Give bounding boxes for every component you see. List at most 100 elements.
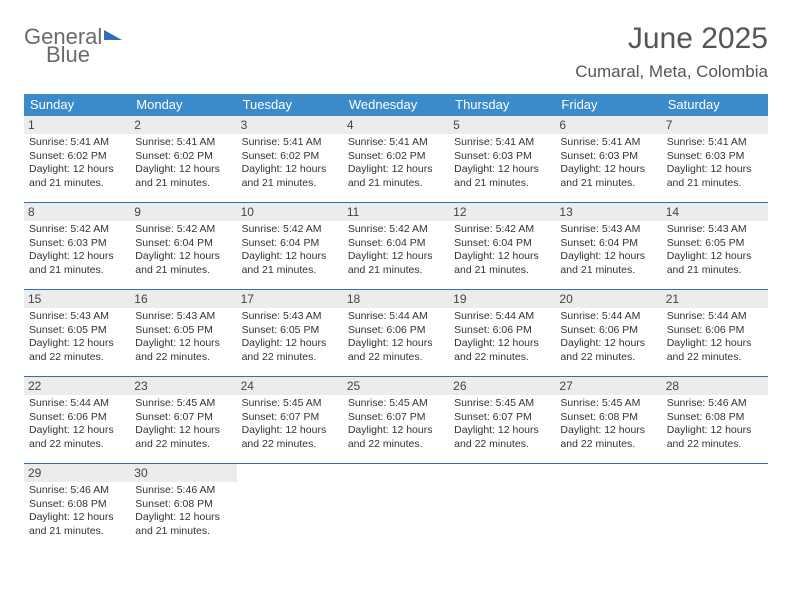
calendar-cell: 7Sunrise: 5:41 AMSunset: 6:03 PMDaylight… <box>662 116 768 202</box>
calendar-cell: 27Sunrise: 5:45 AMSunset: 6:08 PMDayligh… <box>555 377 661 463</box>
calendar-cell-empty <box>343 464 449 550</box>
calendar-cell: 10Sunrise: 5:42 AMSunset: 6:04 PMDayligh… <box>237 203 343 289</box>
day-number: 15 <box>24 290 130 308</box>
calendar-cell: 6Sunrise: 5:41 AMSunset: 6:03 PMDaylight… <box>555 116 661 202</box>
day-number: 20 <box>555 290 661 308</box>
daylight-line: Daylight: 12 hours and 21 minutes. <box>29 511 125 538</box>
weekday-header: Monday <box>130 94 236 116</box>
daylight-line: Daylight: 12 hours and 21 minutes. <box>348 250 444 277</box>
sunrise-line: Sunrise: 5:45 AM <box>242 397 338 411</box>
daylight-line: Daylight: 12 hours and 22 minutes. <box>348 424 444 451</box>
day-number: 12 <box>449 203 555 221</box>
sunset-line: Sunset: 6:02 PM <box>348 150 444 164</box>
sunset-line: Sunset: 6:05 PM <box>135 324 231 338</box>
weekday-header: Friday <box>555 94 661 116</box>
calendar-cell: 21Sunrise: 5:44 AMSunset: 6:06 PMDayligh… <box>662 290 768 376</box>
sunrise-line: Sunrise: 5:46 AM <box>667 397 763 411</box>
sunrise-line: Sunrise: 5:45 AM <box>135 397 231 411</box>
day-number: 29 <box>24 464 130 482</box>
day-number: 4 <box>343 116 449 134</box>
day-number: 24 <box>237 377 343 395</box>
page-title: June 2025 <box>575 22 768 56</box>
sunset-line: Sunset: 6:02 PM <box>242 150 338 164</box>
day-number: 22 <box>24 377 130 395</box>
sunset-line: Sunset: 6:07 PM <box>242 411 338 425</box>
sunrise-line: Sunrise: 5:43 AM <box>560 223 656 237</box>
calendar-cell: 15 Sunrise: 5:43 AMSunset: 6:05 PMDayligh… <box>24 290 130 376</box>
sunrise-line: Sunrise: 5:45 AM <box>560 397 656 411</box>
calendar-cell-empty <box>555 464 661 550</box>
sunset-line: Sunset: 6:06 PM <box>667 324 763 338</box>
sunset-line: Sunset: 6:05 PM <box>29 324 125 338</box>
calendar-cell: 9Sunrise: 5:42 AMSunset: 6:04 PMDaylight… <box>130 203 236 289</box>
calendar-cell: 22Sunrise: 5:44 AMSunset: 6:06 PMDayligh… <box>24 377 130 463</box>
sunrise-line: Sunrise: 5:43 AM <box>135 310 231 324</box>
sunrise-line: Sunrise: 5:44 AM <box>560 310 656 324</box>
day-number: 13 <box>555 203 661 221</box>
sunset-line: Sunset: 6:07 PM <box>454 411 550 425</box>
daylight-line: Daylight: 12 hours and 21 minutes. <box>560 250 656 277</box>
sunrise-line: Sunrise: 5:41 AM <box>242 136 338 150</box>
logo-triangle-icon <box>104 30 122 40</box>
sunrise-line: Sunrise: 5:41 AM <box>667 136 763 150</box>
daylight-line: Daylight: 12 hours and 22 minutes. <box>667 424 763 451</box>
logo: General Blue <box>24 26 122 66</box>
daylight-line: Daylight: 12 hours and 21 minutes. <box>454 250 550 277</box>
day-number: 8 <box>24 203 130 221</box>
daylight-line: Daylight: 12 hours and 21 minutes. <box>135 163 231 190</box>
calendar-cell: 20Sunrise: 5:44 AMSunset: 6:06 PMDayligh… <box>555 290 661 376</box>
daylight-line: Daylight: 12 hours and 22 minutes. <box>242 337 338 364</box>
sunset-line: Sunset: 6:03 PM <box>667 150 763 164</box>
calendar-cell: 5Sunrise: 5:41 AMSunset: 6:03 PMDaylight… <box>449 116 555 202</box>
calendar-cell-empty <box>449 464 555 550</box>
sunrise-line: Sunrise: 5:43 AM <box>29 310 125 324</box>
sunset-line: Sunset: 6:05 PM <box>242 324 338 338</box>
sunrise-line: Sunrise: 5:46 AM <box>29 484 125 498</box>
sunrise-line: Sunrise: 5:42 AM <box>454 223 550 237</box>
day-number: 10 <box>237 203 343 221</box>
calendar-week-row: 29Sunrise: 5:46 AMSunset: 6:08 PMDayligh… <box>24 464 768 550</box>
day-number: 3 <box>237 116 343 134</box>
location-subtitle: Cumaral, Meta, Colombia <box>575 62 768 82</box>
day-number: 2 <box>130 116 236 134</box>
calendar-cell: 4Sunrise: 5:41 AMSunset: 6:02 PMDaylight… <box>343 116 449 202</box>
calendar-week-row: 8Sunrise: 5:42 AMSunset: 6:03 PMDaylight… <box>24 203 768 290</box>
sunset-line: Sunset: 6:02 PM <box>135 150 231 164</box>
calendar-cell: 2Sunrise: 5:41 AMSunset: 6:02 PMDaylight… <box>130 116 236 202</box>
sunrise-line: Sunrise: 5:41 AM <box>560 136 656 150</box>
sunset-line: Sunset: 6:06 PM <box>454 324 550 338</box>
daylight-line: Daylight: 12 hours and 22 minutes. <box>29 337 125 364</box>
calendar-cell: 13 Sunrise: 5:43 AMSunset: 6:04 PMDayligh… <box>555 203 661 289</box>
sunset-line: Sunset: 6:06 PM <box>560 324 656 338</box>
day-number: 18 <box>343 290 449 308</box>
weekday-header: Wednesday <box>343 94 449 116</box>
calendar-cell: 12 Sunrise: 5:42 AMSunset: 6:04 PMDayligh… <box>449 203 555 289</box>
sunset-line: Sunset: 6:04 PM <box>242 237 338 251</box>
daylight-line: Daylight: 12 hours and 21 minutes. <box>29 250 125 277</box>
sunrise-line: Sunrise: 5:41 AM <box>454 136 550 150</box>
weekday-header-row: Sunday Monday Tuesday Wednesday Thursday… <box>24 94 768 116</box>
sunset-line: Sunset: 6:04 PM <box>560 237 656 251</box>
day-number: 30 <box>130 464 236 482</box>
weekday-header: Tuesday <box>237 94 343 116</box>
daylight-line: Daylight: 12 hours and 22 minutes. <box>454 424 550 451</box>
calendar-cell: 1Sunrise: 5:41 AMSunset: 6:02 PMDaylight… <box>24 116 130 202</box>
weekday-header: Sunday <box>24 94 130 116</box>
calendar-cell: 19Sunrise: 5:44 AMSunset: 6:06 PMDayligh… <box>449 290 555 376</box>
daylight-line: Daylight: 12 hours and 22 minutes. <box>135 424 231 451</box>
sunrise-line: Sunrise: 5:43 AM <box>667 223 763 237</box>
sunrise-line: Sunrise: 5:46 AM <box>135 484 231 498</box>
day-number: 7 <box>662 116 768 134</box>
sunset-line: Sunset: 6:07 PM <box>348 411 444 425</box>
day-number: 28 <box>662 377 768 395</box>
daylight-line: Daylight: 12 hours and 21 minutes. <box>667 250 763 277</box>
sunrise-line: Sunrise: 5:44 AM <box>667 310 763 324</box>
day-number: 23 <box>130 377 236 395</box>
day-number: 16 <box>130 290 236 308</box>
weekday-header: Saturday <box>662 94 768 116</box>
sunset-line: Sunset: 6:08 PM <box>135 498 231 512</box>
calendar-week-row: 1Sunrise: 5:41 AMSunset: 6:02 PMDaylight… <box>24 116 768 203</box>
sunset-line: Sunset: 6:04 PM <box>135 237 231 251</box>
sunset-line: Sunset: 6:04 PM <box>454 237 550 251</box>
calendar-cell: 16Sunrise: 5:43 AMSunset: 6:05 PMDayligh… <box>130 290 236 376</box>
